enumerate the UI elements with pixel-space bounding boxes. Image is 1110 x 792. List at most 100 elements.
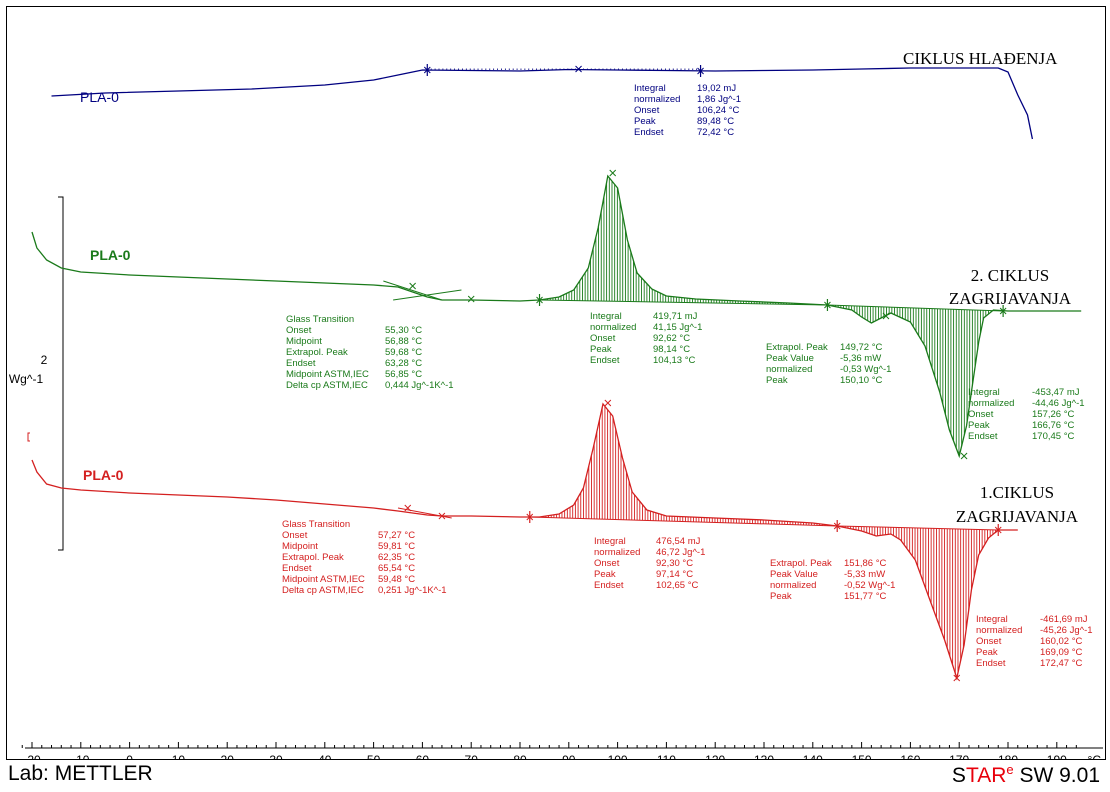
tg-tangent-1 bbox=[397, 507, 452, 519]
curve-label-heat2: PLA-0 bbox=[90, 247, 131, 263]
heat2-glass-transition-value: 55,30 °C bbox=[385, 325, 422, 336]
heat2-melting-label: Peak bbox=[968, 420, 990, 431]
tg-tangent-2 bbox=[383, 280, 443, 301]
heat2-cold-crystallization-label: normalized bbox=[590, 322, 636, 333]
curve-marker bbox=[953, 674, 961, 682]
heat1-glass-transition-value: 65,54 °C bbox=[378, 563, 415, 574]
x-tick-label: 70 bbox=[465, 753, 479, 759]
x-tick-label: 180 bbox=[998, 753, 1018, 759]
heat2-cold-crystallization-label: Peak bbox=[590, 344, 612, 355]
heat1-cold-crystallization-label: Onset bbox=[594, 558, 620, 569]
heat1-glass-transition-label: Delta cp ASTM,IEC bbox=[282, 585, 364, 596]
heat2-cold-crystallization-value: 41,15 Jg^-1 bbox=[653, 322, 702, 333]
heat1-glass-transition-value: 57,27 °C bbox=[378, 530, 415, 541]
heat2-melting-value: 157,26 °C bbox=[1032, 409, 1074, 420]
y-scale-bracket bbox=[58, 196, 64, 551]
x-tick-label: 40 bbox=[318, 753, 332, 759]
heat2-glass-transition-value: 59,68 °C bbox=[385, 347, 422, 358]
heat1-melting-value: 160,02 °C bbox=[1040, 636, 1082, 647]
heat2-melting-label: Integral bbox=[968, 387, 1000, 398]
heat1-glass-transition-value: 59,48 °C bbox=[378, 574, 415, 585]
curve-label-heat1: PLA-0 bbox=[83, 467, 124, 483]
cooling-results-label: Peak bbox=[634, 116, 656, 127]
heat2-cold-crystallization-label: Endset bbox=[590, 355, 620, 366]
curve-line-3 bbox=[31, 402, 1018, 681]
curve-title-heat2-line1: 2. CIKLUS bbox=[971, 266, 1049, 285]
cooling-results-value: 106,24 °C bbox=[697, 105, 739, 116]
heat2-pre-melt-peak-label: Peak Value bbox=[766, 353, 814, 364]
heat2-cold-crystallization-value: 419,71 mJ bbox=[653, 311, 698, 322]
cooling-results-label: Integral bbox=[634, 83, 666, 94]
cooling-results-label: Onset bbox=[634, 105, 660, 116]
x-tick-label: 0 bbox=[126, 753, 133, 759]
heat1-cold-crystallization-value: 102,65 °C bbox=[656, 580, 698, 591]
cooling-results-label: Endset bbox=[634, 127, 664, 138]
x-tick-label: 120 bbox=[705, 753, 725, 759]
heat2-glass-transition-label: Midpoint bbox=[286, 336, 322, 347]
heat1-cold-crystallization-value: 46,72 Jg^-1 bbox=[656, 547, 705, 558]
heat2-cold-crystallization-label: Integral bbox=[590, 311, 622, 322]
software-tar: TAR bbox=[965, 764, 1007, 787]
curve-title-cooling: CIKLUS HLAĐENJA bbox=[903, 49, 1058, 68]
curve-marker bbox=[609, 169, 617, 177]
heat1-melting-label: Onset bbox=[976, 636, 1002, 647]
x-tick-label: -20 bbox=[23, 753, 41, 759]
heat2-melting-value: 166,76 °C bbox=[1032, 420, 1074, 431]
heat2-glass-transition-value: 63,28 °C bbox=[385, 358, 422, 369]
heat2-glass-transition-value: 56,85 °C bbox=[385, 369, 422, 380]
y-scale-value: 2 bbox=[41, 353, 48, 367]
x-tick-label: 60 bbox=[416, 753, 430, 759]
x-tick-label: 90 bbox=[562, 753, 576, 759]
heat1-pre-melt-peak-value: -0,52 Wg^-1 bbox=[844, 580, 895, 591]
heat2-melting-label: Onset bbox=[968, 409, 994, 420]
heat1-pre-melt-peak-label: Extrapol. Peak bbox=[770, 558, 832, 569]
heat2-pre-melt-peak-label: Peak bbox=[766, 375, 788, 386]
software-version-number: SW 9.01 bbox=[1013, 764, 1100, 787]
heat1-glass-transition-label: Extrapol. Peak bbox=[282, 552, 344, 563]
heat1-melting-value: -461,69 mJ bbox=[1040, 614, 1088, 625]
heat1-melting-value: 169,09 °C bbox=[1040, 647, 1082, 658]
heat2-glass-transition-label: Onset bbox=[286, 325, 312, 336]
heat1-melting-label: Integral bbox=[976, 614, 1008, 625]
heat2-pre-melt-peak-value: -0,53 Wg^-1 bbox=[840, 364, 891, 375]
heat1-cold-crystallization-value: 476,54 mJ bbox=[656, 536, 701, 547]
heat2-cold-crystallization-value: 92,62 °C bbox=[653, 333, 690, 344]
heat1-pre-melt-peak-label: Peak bbox=[770, 591, 792, 602]
heat1-cold-crystallization-label: normalized bbox=[594, 547, 640, 558]
cooling-results-value: 89,48 °C bbox=[697, 116, 734, 127]
cooling-results-value: 19,02 mJ bbox=[697, 83, 736, 94]
heat1-melting-label: normalized bbox=[976, 625, 1022, 636]
heat2-cold-crystallization-value: 98,14 °C bbox=[653, 344, 690, 355]
x-tick-label: 10 bbox=[172, 753, 186, 759]
heat2-glass-transition-label: Glass Transition bbox=[286, 314, 354, 325]
x-tick-label: 20 bbox=[221, 753, 235, 759]
software-version: STARe SW 9.01 bbox=[952, 762, 1100, 788]
heat1-cold-crystallization-value: 97,14 °C bbox=[656, 569, 693, 580]
tg-tangent-2b bbox=[393, 289, 462, 301]
heat1-cold-crystallization-label: Peak bbox=[594, 569, 616, 580]
heat1-pre-melt-peak-value: 151,86 °C bbox=[844, 558, 886, 569]
heat1-melting-value: 172,47 °C bbox=[1040, 658, 1082, 669]
cooling-results-value: 1,86 Jg^-1 bbox=[697, 94, 741, 105]
heat2-pre-melt-peak-label: Extrapol. Peak bbox=[766, 342, 828, 353]
lab-label: Lab: METTLER bbox=[8, 762, 153, 785]
curve-line-2 bbox=[31, 174, 1082, 459]
x-tick-label: 170 bbox=[949, 753, 969, 759]
heat1-pre-melt-peak-label: Peak Value bbox=[770, 569, 818, 580]
heat1-glass-transition-label: Midpoint ASTM,IEC bbox=[282, 574, 365, 585]
heat1-glass-transition-value: 59,81 °C bbox=[378, 541, 415, 552]
dsc-chart: -20 -10 0 10 20 30 40 50 60 70 80 90 100 110 120 130 140… bbox=[9, 49, 1103, 759]
curve-marker bbox=[960, 452, 968, 460]
heat1-melting-value: -45,26 Jg^-1 bbox=[1040, 625, 1093, 636]
x-tick-label: 110 bbox=[657, 753, 676, 759]
heat2-pre-melt-peak-value: 150,10 °C bbox=[840, 375, 882, 386]
melt-hatch-1-baseline bbox=[837, 525, 999, 531]
heat1-glass-transition-value: 62,35 °C bbox=[378, 552, 415, 563]
heat2-melting-value: -44,46 Jg^-1 bbox=[1032, 398, 1085, 409]
heat2-glass-transition-label: Delta cp ASTM,IEC bbox=[286, 380, 368, 391]
heat2-glass-transition-label: Endset bbox=[286, 358, 316, 369]
curve-marker bbox=[604, 399, 612, 407]
curve-title-heat1-line2: ZAGRIJAVANJA bbox=[956, 507, 1079, 526]
curve-title-heat1-line1: 1.CIKLUS bbox=[980, 483, 1054, 502]
chart-frame: -20 -10 0 10 20 30 40 50 60 70 80 90 100 110 120 130 140… bbox=[6, 6, 1106, 760]
